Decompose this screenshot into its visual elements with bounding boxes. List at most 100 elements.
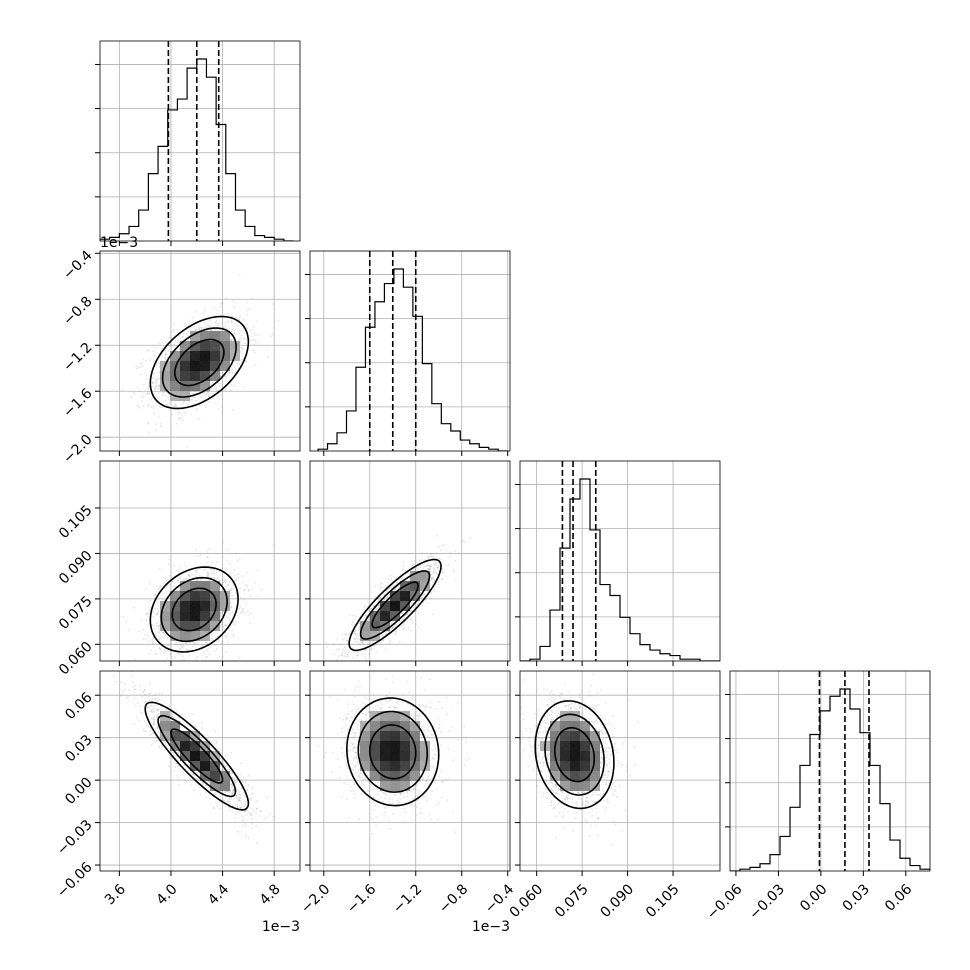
sample-point	[356, 640, 359, 643]
sample-point	[352, 614, 354, 617]
sample-point	[177, 340, 180, 343]
sample-point	[435, 566, 438, 569]
sample-point	[231, 776, 234, 779]
sample-point	[373, 648, 375, 651]
sample-point	[170, 344, 173, 347]
sample-point	[143, 730, 146, 733]
sample-point	[254, 581, 256, 584]
sample-point	[349, 632, 351, 635]
sample-point	[390, 623, 392, 626]
sample-point	[433, 588, 436, 591]
sample-point	[311, 691, 313, 693]
sample-point	[132, 606, 135, 609]
density-cell	[200, 591, 210, 601]
sample-point	[213, 668, 215, 670]
sample-point	[235, 593, 238, 596]
sample-point	[360, 653, 363, 656]
sample-point	[171, 656, 173, 658]
sample-point	[346, 633, 348, 636]
sample-point	[423, 593, 426, 596]
sample-point	[214, 791, 217, 794]
sample-point	[357, 654, 359, 657]
sample-point	[333, 653, 335, 656]
density-cell	[210, 621, 220, 631]
sample-point	[145, 587, 148, 590]
sample-point	[138, 719, 140, 722]
sample-point	[251, 793, 253, 795]
sample-point	[239, 346, 242, 349]
density-cell	[160, 381, 170, 391]
sample-point	[152, 641, 155, 644]
sample-point	[158, 365, 161, 368]
sample-point	[249, 595, 252, 598]
sample-point	[249, 329, 252, 331]
sample-point	[403, 627, 406, 630]
sample-point	[219, 613, 222, 615]
sample-point	[424, 559, 427, 561]
sample-point	[238, 607, 241, 610]
sample-point	[401, 613, 404, 615]
sample-point	[215, 387, 218, 390]
sample-point	[154, 384, 157, 387]
sample-point	[162, 636, 165, 639]
sample-point	[352, 656, 355, 659]
sample-point	[204, 309, 206, 312]
sample-point	[252, 343, 255, 346]
sample-point	[464, 540, 466, 543]
sample-point	[334, 662, 336, 664]
sample-point	[252, 792, 255, 795]
sample-point	[151, 381, 154, 384]
sample-point	[145, 392, 148, 395]
sample-point	[374, 595, 377, 598]
sample-point	[164, 358, 167, 361]
sample-point	[341, 634, 344, 636]
sample-point	[240, 352, 243, 355]
sample-point	[235, 322, 237, 324]
sample-point	[359, 643, 362, 646]
sample-point	[149, 600, 151, 602]
sample-point	[156, 625, 159, 628]
sample-point	[151, 611, 154, 614]
density-cell	[220, 361, 230, 371]
sample-point	[201, 644, 203, 647]
sample-point	[180, 644, 182, 647]
sample-point	[439, 558, 442, 561]
sample-point	[155, 382, 158, 385]
sample-point	[202, 781, 204, 784]
sample-point	[385, 648, 388, 651]
sample-point	[364, 615, 367, 617]
sample-point	[383, 598, 386, 601]
sample-point	[156, 612, 159, 615]
sample-point	[221, 567, 224, 570]
sample-point	[196, 642, 198, 645]
sample-point	[195, 658, 197, 660]
sample-point	[216, 577, 219, 580]
sample-point	[435, 557, 438, 560]
sample-point	[219, 629, 222, 631]
sample-point	[203, 308, 206, 310]
sample-point	[155, 700, 158, 703]
sample-point	[229, 620, 232, 623]
sample-point	[341, 652, 344, 655]
sample-point	[233, 569, 236, 571]
sample-point	[438, 580, 441, 583]
sample-point	[379, 586, 382, 589]
sample-point	[169, 644, 172, 647]
sample-point	[427, 567, 430, 570]
sample-point	[135, 364, 138, 367]
sample-point	[222, 578, 225, 581]
sample-point	[154, 593, 157, 596]
sample-point	[143, 689, 146, 691]
sample-point	[175, 422, 178, 425]
sample-point	[158, 624, 161, 627]
sample-point	[186, 577, 189, 580]
sample-point	[159, 637, 162, 640]
sample-point	[391, 627, 393, 630]
sample-point	[344, 633, 347, 636]
sample-point	[182, 655, 185, 657]
sample-point	[435, 552, 438, 555]
sample-point	[153, 354, 156, 357]
sample-point	[171, 413, 174, 416]
sample-point	[206, 571, 209, 573]
sample-point	[361, 641, 364, 644]
